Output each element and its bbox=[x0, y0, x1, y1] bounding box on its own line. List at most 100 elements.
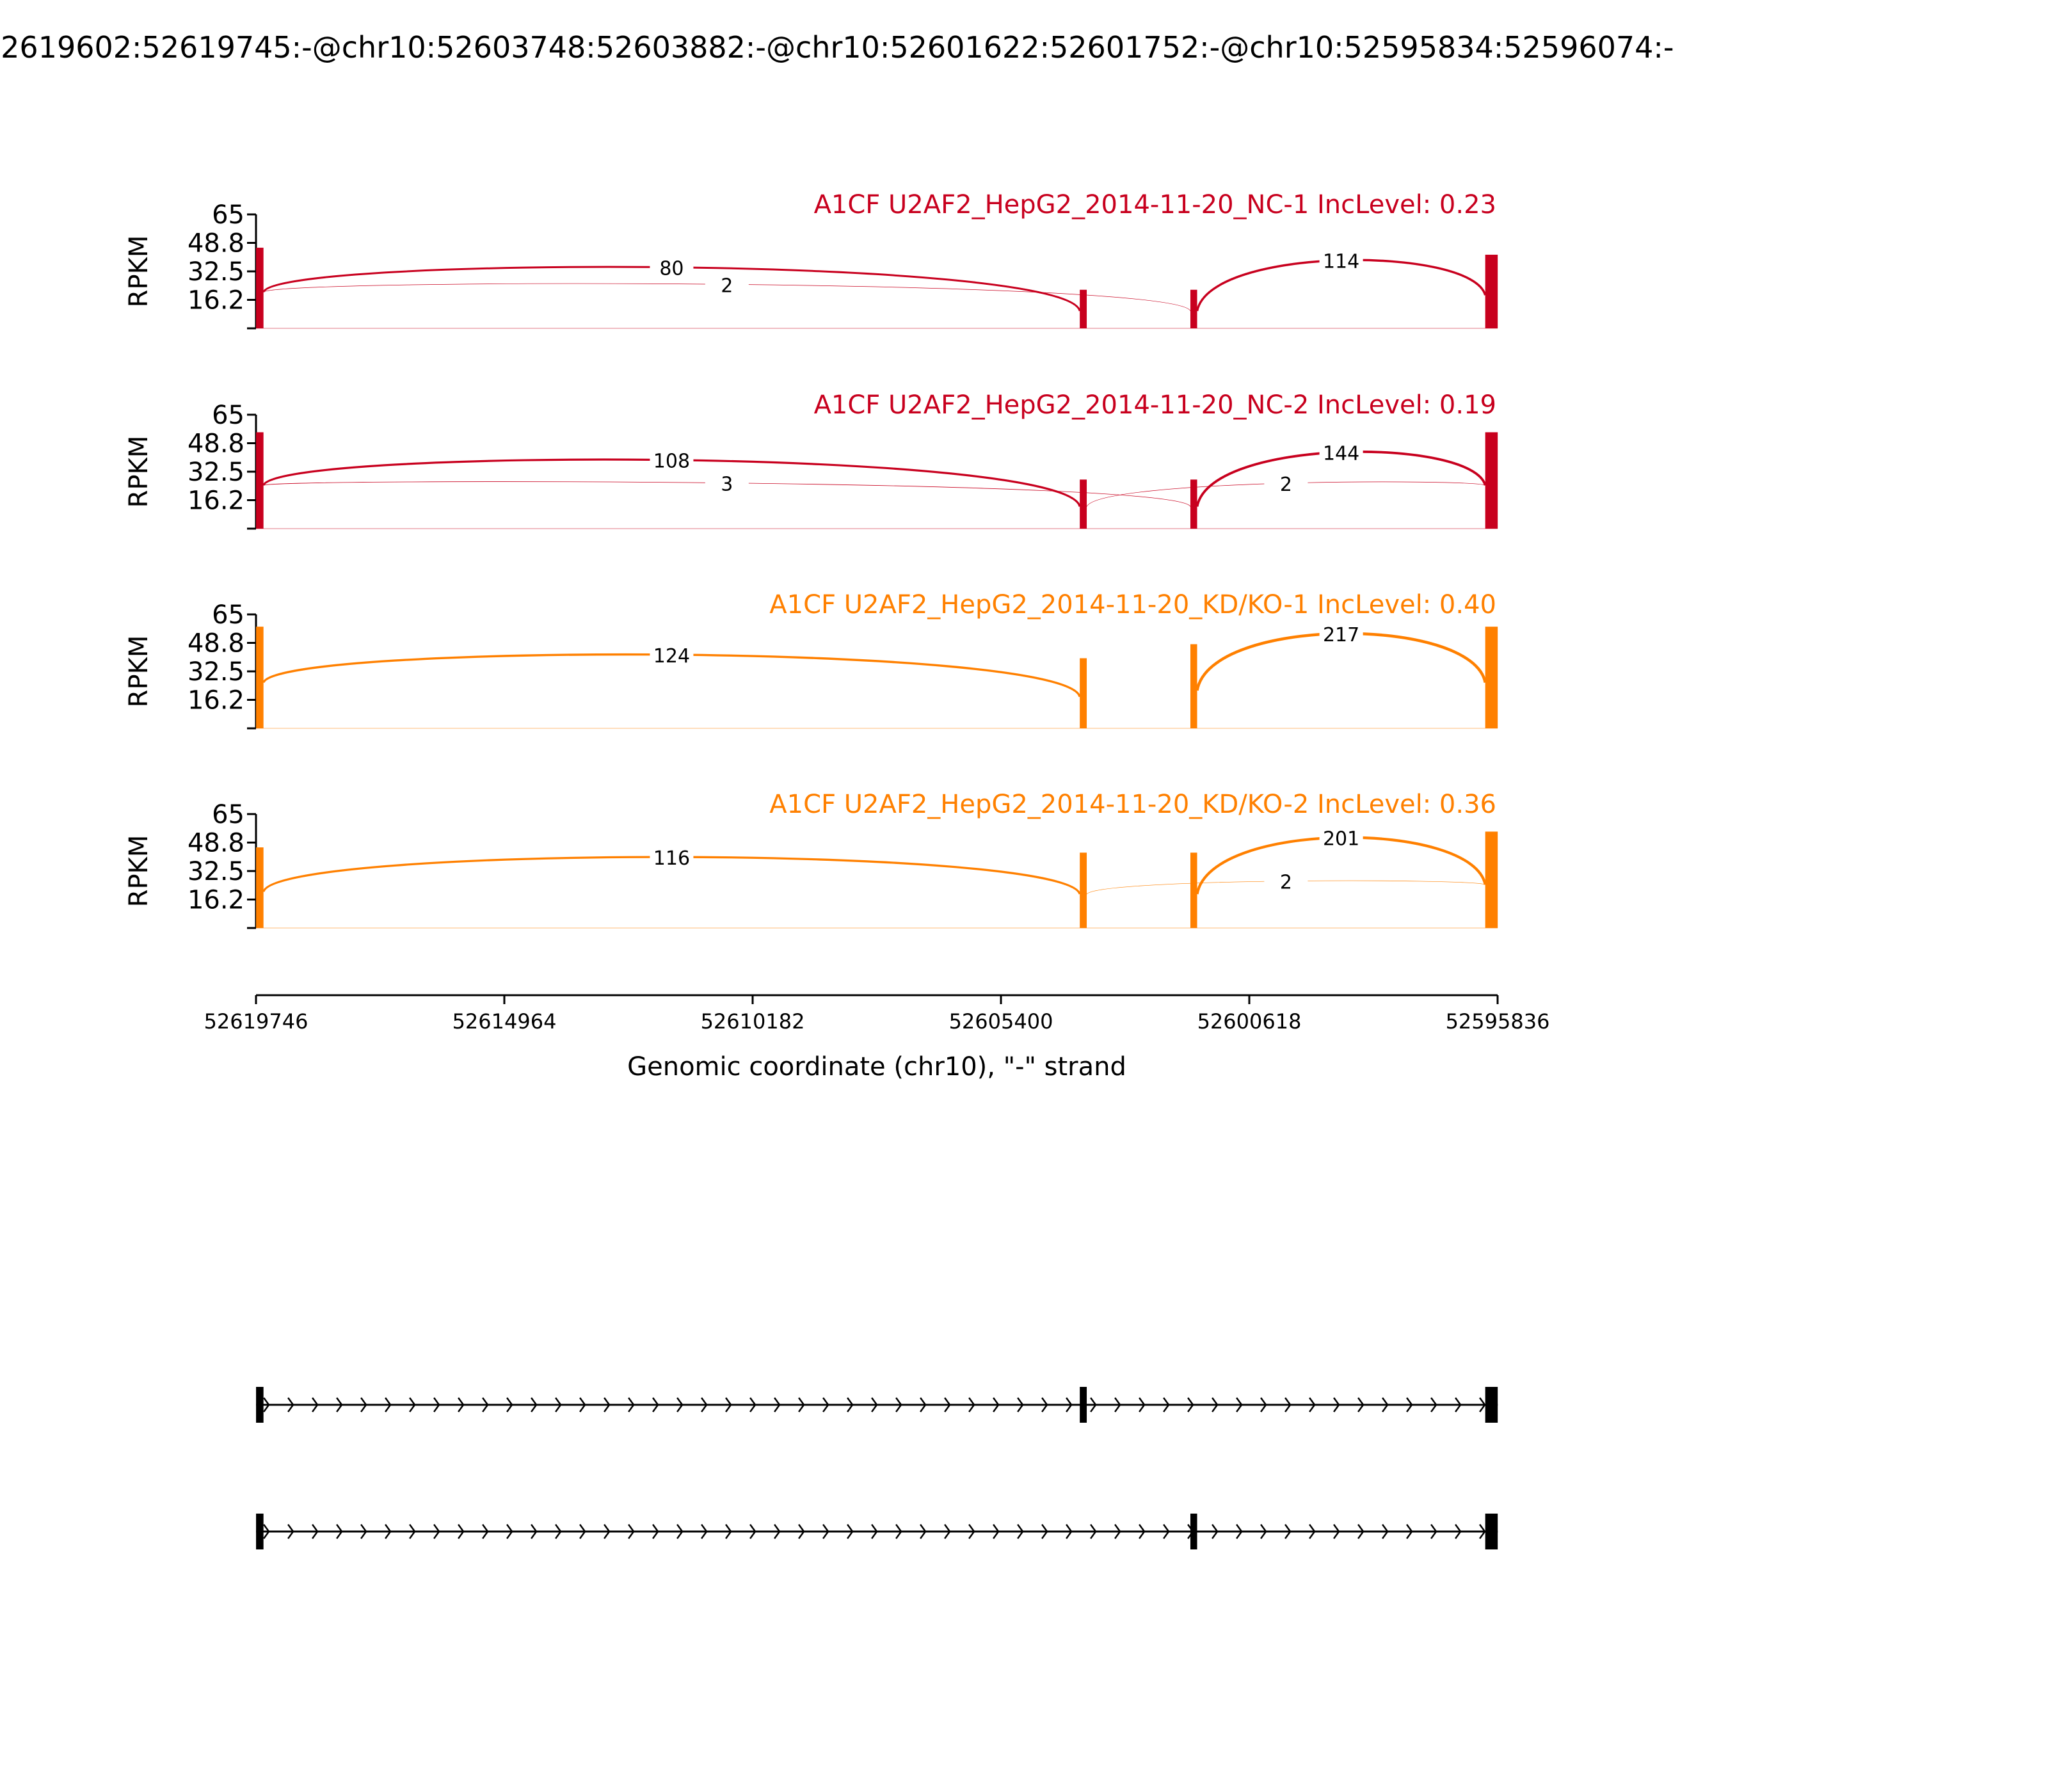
strand-arrow bbox=[263, 1524, 270, 1539]
strand-arrow bbox=[287, 1524, 294, 1539]
junction-label-bg bbox=[1319, 440, 1363, 464]
strand-arrow bbox=[920, 1524, 927, 1539]
exon-coverage bbox=[1190, 289, 1197, 328]
strand-arrow bbox=[822, 1524, 829, 1539]
strand-arrow bbox=[676, 1397, 684, 1412]
strand-arrow bbox=[312, 1524, 319, 1539]
y-tick-label: 65 bbox=[212, 200, 244, 230]
x-tick-label: 52619746 bbox=[204, 1009, 308, 1034]
strand-arrow bbox=[287, 1397, 294, 1412]
junction-read-count: 2 bbox=[1280, 474, 1292, 496]
strand-arrow bbox=[1139, 1524, 1146, 1539]
x-tick-label: 52600618 bbox=[1197, 1009, 1302, 1034]
junction-label-bg bbox=[1264, 472, 1308, 495]
x-axis-label: Genomic coordinate (chr10), "-" strand bbox=[627, 1052, 1126, 1082]
strand-arrow bbox=[1260, 1524, 1267, 1539]
strand-arrow bbox=[1066, 1397, 1073, 1412]
junction-read-count: 108 bbox=[653, 451, 690, 473]
strand-arrow bbox=[1236, 1397, 1243, 1412]
junction-read-count: 201 bbox=[1323, 828, 1359, 851]
strand-arrow bbox=[1406, 1397, 1413, 1412]
strand-arrow bbox=[1455, 1397, 1462, 1412]
strand-arrow bbox=[847, 1397, 854, 1412]
junction-read-count: 217 bbox=[1323, 624, 1359, 646]
y-tick-label: 32.5 bbox=[188, 458, 244, 487]
strand-arrow bbox=[1017, 1524, 1024, 1539]
strand-arrow bbox=[798, 1524, 805, 1539]
strand-arrow bbox=[725, 1397, 732, 1412]
strand-arrow bbox=[652, 1397, 659, 1412]
strand-arrow bbox=[701, 1524, 708, 1539]
strand-arrow bbox=[774, 1397, 781, 1412]
strand-arrow bbox=[774, 1524, 781, 1539]
strand-arrow bbox=[1309, 1524, 1316, 1539]
y-tick-label: 48.8 bbox=[188, 429, 244, 459]
strand-arrow bbox=[1479, 1397, 1486, 1412]
y-tick-label: 48.8 bbox=[188, 829, 244, 858]
exon-coverage bbox=[1190, 852, 1197, 928]
strand-arrow bbox=[385, 1397, 392, 1412]
x-tick-label: 52605400 bbox=[949, 1009, 1053, 1034]
track-3: A1CF U2AF2_HepG2_2014-11-20_KD/KO-1 IncL… bbox=[124, 590, 1498, 730]
strand-arrow bbox=[993, 1524, 1000, 1539]
exon-coverage bbox=[1080, 852, 1087, 928]
strand-arrow bbox=[458, 1524, 465, 1539]
strand-arrow bbox=[1114, 1524, 1121, 1539]
track-2: A1CF U2AF2_HepG2_2014-11-20_NC-2 IncLeve… bbox=[124, 390, 1498, 530]
track-4: A1CF U2AF2_HepG2_2014-11-20_KD/KO-2 IncL… bbox=[124, 790, 1498, 929]
strand-arrow bbox=[895, 1524, 902, 1539]
track-1: A1CF U2AF2_HepG2_2014-11-20_NC-1 IncLeve… bbox=[124, 190, 1498, 330]
isoform-1 bbox=[256, 1387, 1498, 1423]
strand-arrow bbox=[652, 1524, 659, 1539]
y-tick-label: 65 bbox=[212, 800, 244, 829]
figure-title: chr10:52619602:52619745:-@chr10:52603748… bbox=[0, 30, 1674, 65]
strand-arrow bbox=[1090, 1397, 1097, 1412]
y-tick-label: 48.8 bbox=[188, 229, 244, 259]
y-tick-label: 16.2 bbox=[188, 486, 244, 516]
y-tick-label: 16.2 bbox=[188, 886, 244, 915]
strand-arrow bbox=[1187, 1397, 1194, 1412]
strand-arrow bbox=[871, 1524, 878, 1539]
y-axis-label: RPKM bbox=[124, 436, 154, 508]
strand-arrow bbox=[1357, 1397, 1364, 1412]
exon-block bbox=[1080, 1387, 1087, 1423]
junction-read-count: 80 bbox=[659, 258, 684, 280]
y-tick-label: 65 bbox=[212, 401, 244, 430]
strand-arrow bbox=[701, 1397, 708, 1412]
junction-label-bg bbox=[650, 643, 694, 666]
isoform-2 bbox=[256, 1514, 1498, 1549]
junction-read-count: 116 bbox=[653, 847, 690, 870]
strand-arrow bbox=[604, 1524, 611, 1539]
junction-label-bg bbox=[705, 273, 749, 296]
strand-arrow bbox=[1017, 1397, 1024, 1412]
strand-arrow bbox=[798, 1397, 805, 1412]
strand-arrow bbox=[1236, 1524, 1243, 1539]
strand-arrow bbox=[1284, 1397, 1292, 1412]
strand-arrow bbox=[531, 1524, 538, 1539]
strand-arrow bbox=[360, 1397, 367, 1412]
exon-coverage bbox=[256, 627, 264, 728]
strand-arrow bbox=[1333, 1524, 1340, 1539]
strand-arrow bbox=[336, 1524, 343, 1539]
strand-arrow bbox=[409, 1524, 416, 1539]
strand-arrow bbox=[1260, 1397, 1267, 1412]
strand-arrow bbox=[628, 1524, 635, 1539]
exon-coverage bbox=[1080, 479, 1087, 529]
strand-arrow bbox=[604, 1397, 611, 1412]
junction-label-bg bbox=[1264, 869, 1308, 893]
strand-arrow bbox=[1333, 1397, 1340, 1412]
exon-coverage bbox=[256, 248, 264, 328]
strand-arrow bbox=[555, 1397, 562, 1412]
y-axis-label: RPKM bbox=[124, 636, 154, 708]
strand-arrow bbox=[822, 1397, 829, 1412]
junction-read-count: 3 bbox=[721, 474, 733, 496]
exon-block bbox=[256, 1514, 264, 1549]
exon-block bbox=[1190, 1514, 1197, 1549]
y-tick-label: 16.2 bbox=[188, 286, 244, 316]
strand-arrow bbox=[1284, 1524, 1292, 1539]
track-title: A1CF U2AF2_HepG2_2014-11-20_KD/KO-1 IncL… bbox=[769, 590, 1496, 620]
junction-label-bg bbox=[650, 255, 694, 279]
strand-arrow bbox=[1382, 1524, 1389, 1539]
junction-label-bg bbox=[1319, 826, 1363, 849]
junction-read-count: 114 bbox=[1323, 251, 1359, 273]
